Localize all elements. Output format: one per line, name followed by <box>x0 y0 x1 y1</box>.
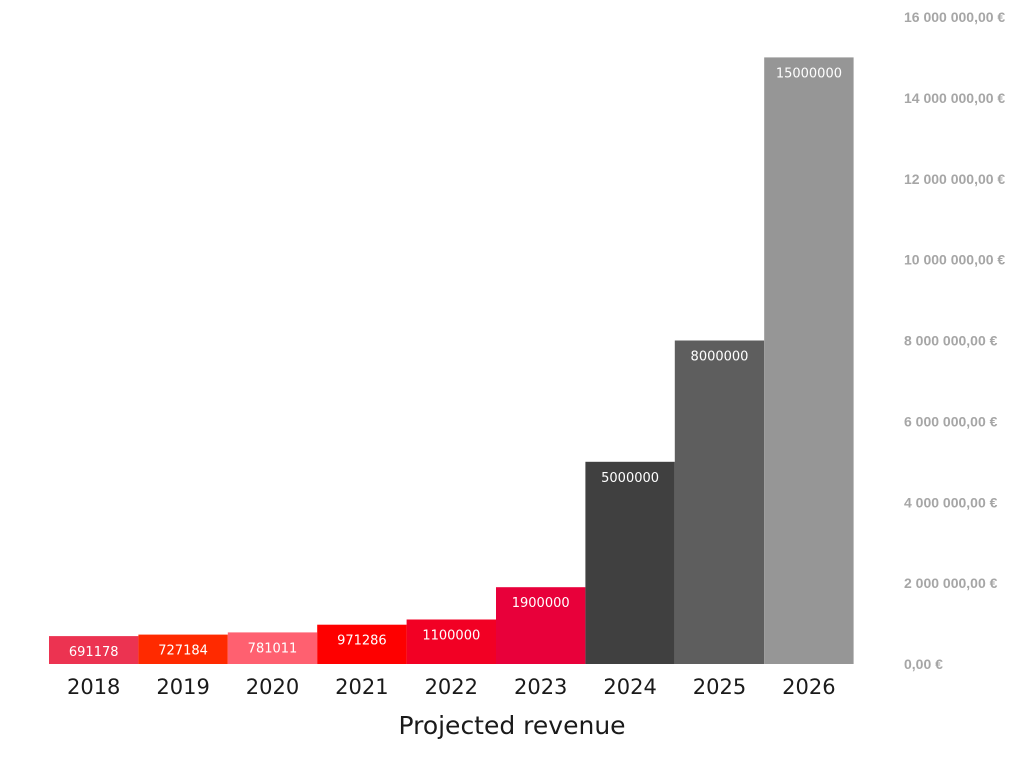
bars-group <box>49 57 854 664</box>
data-label-2024: 5000000 <box>601 471 659 486</box>
x-tick-2021: 2021 <box>335 675 388 699</box>
bar-2024 <box>585 461 675 664</box>
y-tick-label: 12 000 000,00 € <box>904 171 1005 187</box>
bar-2019 <box>138 634 228 664</box>
x-tick-2022: 2022 <box>425 675 478 699</box>
data-labels-group: 691178 727184 781011 971286 1100000 1900000 50… <box>69 66 842 660</box>
x-tick-2020: 2020 <box>246 675 299 699</box>
y-tick-label: 6 000 000,00 € <box>904 413 998 429</box>
data-label-2020: 781011 <box>248 641 298 656</box>
bar-2022 <box>406 619 496 664</box>
y-tick-label: 0,00 € <box>904 656 943 672</box>
bar-2026 <box>764 57 854 664</box>
data-label-2018: 691178 <box>69 645 119 660</box>
y-tick-label: 10 000 000,00 € <box>904 252 1005 268</box>
y-tick-labels-group: 0,00 € 2 000 000,00 € 4 000 000,00 € 6 000 … <box>904 9 1005 672</box>
data-label-2021: 971286 <box>337 634 387 649</box>
x-axis-title: Projected revenue <box>398 711 625 740</box>
bar-2025 <box>674 340 765 664</box>
data-label-2023: 1900000 <box>512 596 570 611</box>
bar-2018 <box>49 636 139 664</box>
x-tick-labels-group: 2018 2019 2020 2021 2022 2023 2024 2025 2026 <box>67 675 836 699</box>
y-tick-label: 16 000 000,00 € <box>904 9 1005 25</box>
data-label-2026: 15000000 <box>776 66 842 81</box>
bar-2023 <box>496 587 586 664</box>
data-label-2022: 1100000 <box>422 629 480 644</box>
y-tick-label: 4 000 000,00 € <box>904 494 998 510</box>
x-tick-2024: 2024 <box>603 675 656 699</box>
data-label-2019: 727184 <box>158 644 208 659</box>
bar-2020 <box>227 632 318 664</box>
x-tick-2019: 2019 <box>156 675 209 699</box>
x-tick-2026: 2026 <box>782 675 835 699</box>
y-tick-label: 2 000 000,00 € <box>904 575 998 591</box>
data-label-2025: 8000000 <box>691 350 749 365</box>
y-tick-label: 14 000 000,00 € <box>904 90 1005 106</box>
x-tick-2018: 2018 <box>67 675 120 699</box>
bar-2021 <box>317 624 407 664</box>
x-tick-2025: 2025 <box>693 675 746 699</box>
y-tick-label: 8 000 000,00 € <box>904 333 998 349</box>
x-tick-2023: 2023 <box>514 675 567 699</box>
